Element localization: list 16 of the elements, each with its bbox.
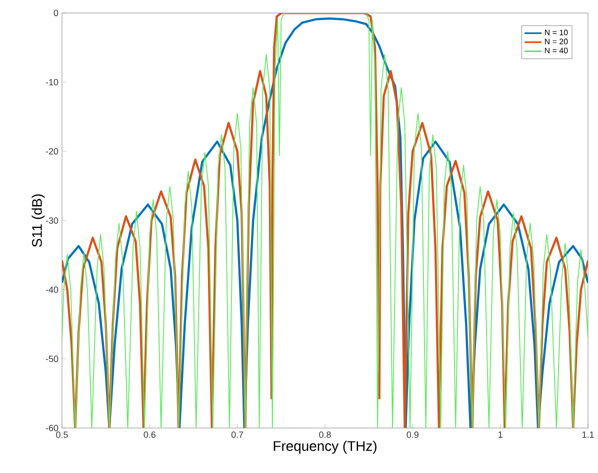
x-tick-label: 1 xyxy=(498,432,502,438)
y-tick-label: -30 xyxy=(46,217,58,224)
x-tick-label: 0.6 xyxy=(144,432,156,438)
x-tick-label: 0.9 xyxy=(406,432,418,438)
x-tick-label: 0.7 xyxy=(231,432,244,438)
y-tick-label: -40 xyxy=(46,286,58,293)
y-tick-label: -50 xyxy=(46,356,58,362)
x-tick-label: 1.1 xyxy=(582,432,594,438)
y-axis-title: S11 (dB) xyxy=(32,194,45,247)
x-tick-label: 0.5 xyxy=(56,432,68,438)
x-tick-label: 0.8 xyxy=(319,432,331,438)
y-tick-label: -20 xyxy=(46,148,58,155)
y-tick-label: 0 xyxy=(54,10,58,16)
y-tick-label: -60 xyxy=(46,424,58,432)
y-tick-label: -10 xyxy=(46,78,58,86)
x-axis-title: Frequency (THz) xyxy=(274,440,376,454)
